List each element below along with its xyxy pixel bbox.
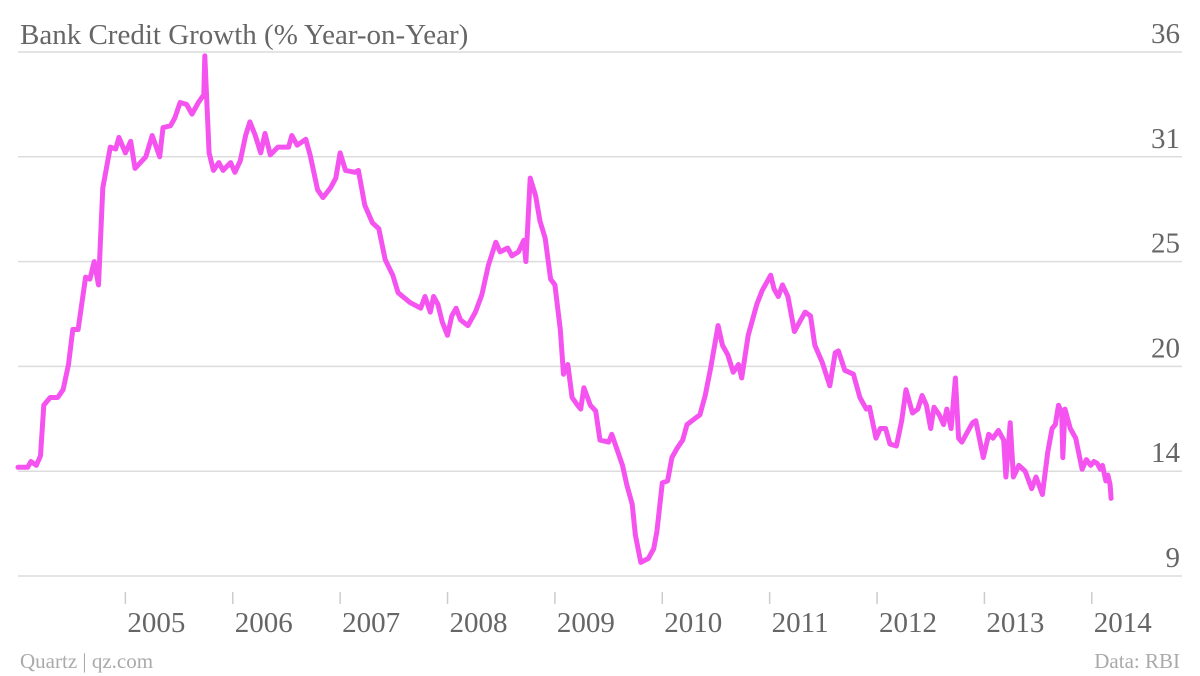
x-tick-label: 2012 <box>879 607 937 639</box>
x-tick-label: 2007 <box>342 607 400 639</box>
x-tick-label: 2013 <box>986 607 1044 639</box>
x-tick-label: 2005 <box>127 607 185 639</box>
x-tick-label: 2008 <box>450 607 508 639</box>
credit: Quartz | qz.com <box>20 649 153 673</box>
source: Data: RBI <box>1094 649 1180 673</box>
y-tick-label: 20 <box>1151 332 1180 364</box>
y-tick-label: 36 <box>1151 18 1180 50</box>
x-tick-label: 2010 <box>664 607 722 639</box>
y-tick-label: 9 <box>1166 542 1181 574</box>
line <box>15 53 1114 565</box>
x-tick-label: 2014 <box>1094 607 1153 639</box>
y-tick-label: 14 <box>1151 437 1181 469</box>
x-tick-label: 2006 <box>235 607 293 639</box>
chart-title: Bank Credit Growth (% Year-on-Year) <box>20 19 468 51</box>
y-tick-label: 31 <box>1151 123 1180 155</box>
y-tick-label: 25 <box>1151 228 1180 260</box>
x-tick-label: 2011 <box>772 607 829 639</box>
x-tick-label: 2009 <box>557 607 615 639</box>
